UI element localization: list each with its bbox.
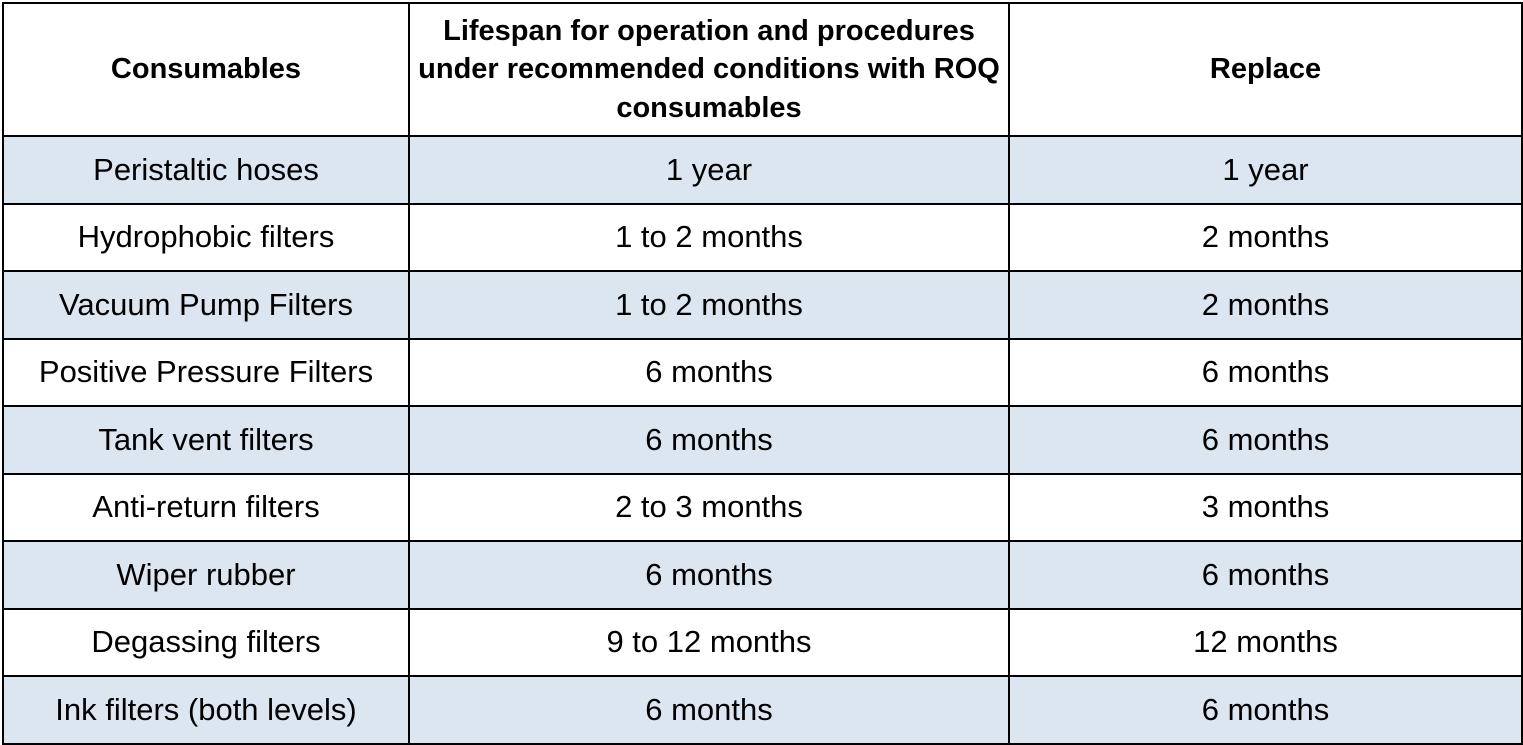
lifespan-cell: 1 to 2 months (408, 202, 1010, 272)
table-row: Peristaltic hoses 1 year 1 year (2, 135, 1523, 205)
header-consumables: Consumables (2, 2, 410, 137)
replace-cell: 6 months (1008, 337, 1523, 407)
table-row: Vacuum Pump Filters 1 to 2 months 2 mont… (2, 270, 1523, 340)
table-row: Hydrophobic filters 1 to 2 months 2 mont… (2, 202, 1523, 272)
table-row: Ink filters (both levels) 6 months 6 mon… (2, 675, 1523, 745)
consumable-cell: Peristaltic hoses (2, 135, 410, 205)
consumable-cell: Vacuum Pump Filters (2, 270, 410, 340)
header-replace: Replace (1008, 2, 1523, 137)
replace-cell: 2 months (1008, 270, 1523, 340)
replace-cell: 12 months (1008, 607, 1523, 677)
lifespan-cell: 1 year (408, 135, 1010, 205)
consumable-cell: Tank vent filters (2, 405, 410, 475)
consumable-cell: Ink filters (both levels) (2, 675, 410, 745)
consumable-cell: Hydrophobic filters (2, 202, 410, 272)
table-row: Tank vent filters 6 months 6 months (2, 405, 1523, 475)
header-lifespan: Lifespan for operation and procedures un… (408, 2, 1010, 137)
replace-cell: 6 months (1008, 540, 1523, 610)
replace-cell: 2 months (1008, 202, 1523, 272)
consumable-cell: Anti-return filters (2, 472, 410, 542)
replace-cell: 6 months (1008, 675, 1523, 745)
table-row: Wiper rubber 6 months 6 months (2, 540, 1523, 610)
lifespan-cell: 9 to 12 months (408, 607, 1010, 677)
lifespan-cell: 1 to 2 months (408, 270, 1010, 340)
consumable-cell: Degassing filters (2, 607, 410, 677)
table-row: Positive Pressure Filters 6 months 6 mon… (2, 337, 1523, 407)
lifespan-cell: 6 months (408, 675, 1010, 745)
table-row: Degassing filters 9 to 12 months 12 mont… (2, 607, 1523, 677)
table-row: Anti-return filters 2 to 3 months 3 mont… (2, 472, 1523, 542)
lifespan-cell: 2 to 3 months (408, 472, 1010, 542)
lifespan-cell: 6 months (408, 337, 1010, 407)
lifespan-cell: 6 months (408, 540, 1010, 610)
replace-cell: 6 months (1008, 405, 1523, 475)
consumable-cell: Wiper rubber (2, 540, 410, 610)
table-header-row: Consumables Lifespan for operation and p… (2, 2, 1523, 137)
consumable-cell: Positive Pressure Filters (2, 337, 410, 407)
replace-cell: 3 months (1008, 472, 1523, 542)
replace-cell: 1 year (1008, 135, 1523, 205)
lifespan-cell: 6 months (408, 405, 1010, 475)
